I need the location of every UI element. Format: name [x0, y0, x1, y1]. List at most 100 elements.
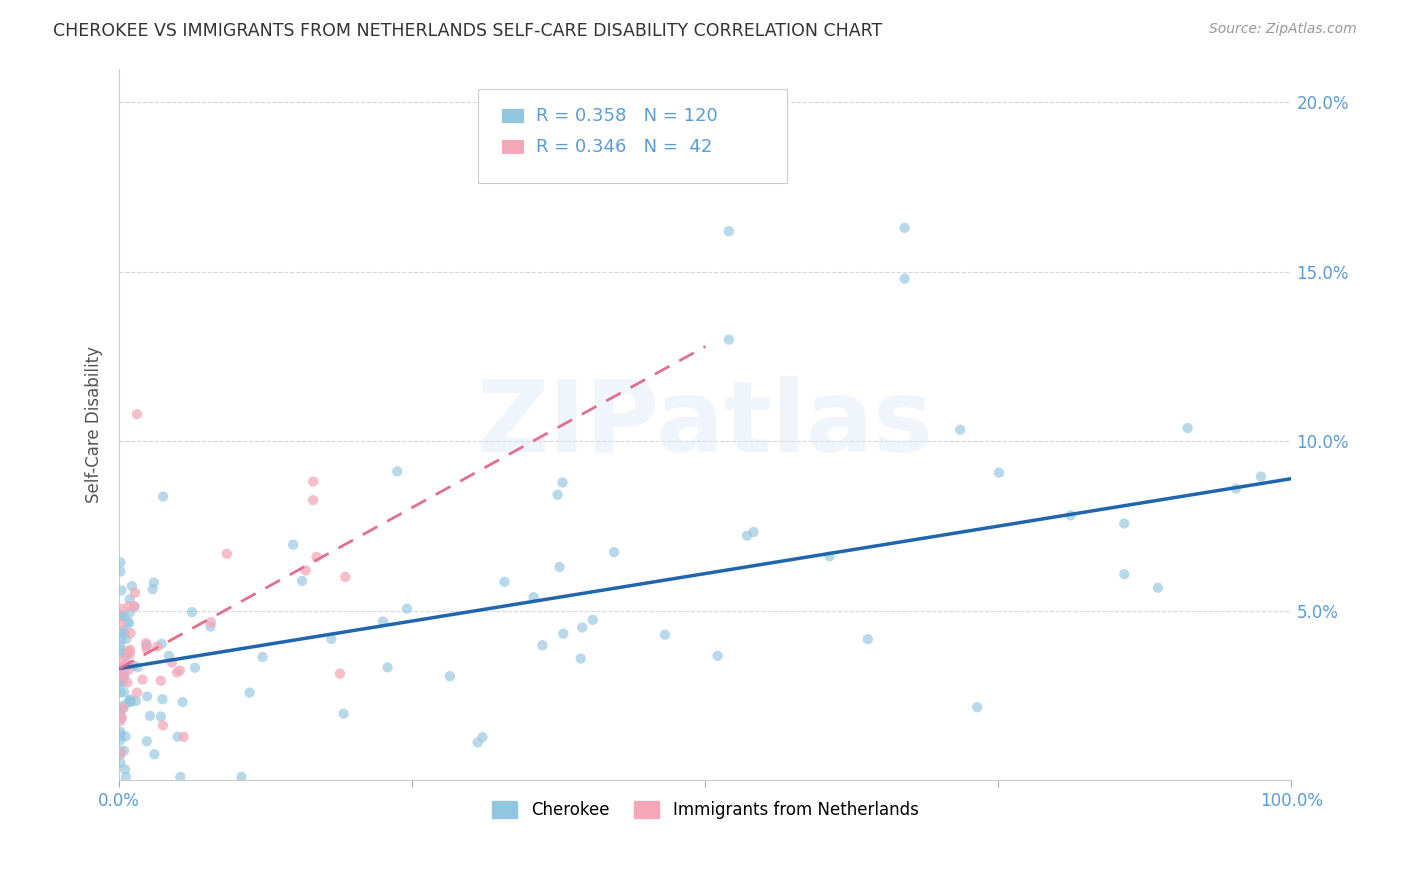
Point: [110, 660, 132, 674]
Point: [111, 666, 134, 681]
Point: [1114, 516, 1136, 531]
Point: [112, 624, 135, 638]
Point: [553, 627, 575, 641]
Point: [110, 746, 132, 760]
Point: [111, 671, 134, 685]
Point: [987, 466, 1010, 480]
Point: [239, 685, 262, 699]
Point: [114, 763, 136, 777]
Point: [547, 488, 569, 502]
Point: [1250, 469, 1272, 483]
Point: [893, 220, 915, 235]
Point: [135, 641, 157, 656]
Point: [387, 464, 409, 478]
Point: [111, 664, 134, 678]
Point: [110, 728, 132, 742]
Point: [117, 615, 139, 630]
Point: [110, 747, 132, 762]
Point: [118, 606, 141, 620]
Point: [252, 650, 274, 665]
Point: [548, 560, 571, 574]
Point: [1225, 482, 1247, 496]
Point: [118, 615, 141, 630]
Point: [115, 648, 138, 662]
Point: [160, 656, 183, 670]
Point: [332, 706, 354, 721]
Point: [110, 583, 132, 598]
Point: [114, 730, 136, 744]
Point: [112, 685, 135, 699]
Point: [110, 733, 132, 747]
Point: [735, 529, 758, 543]
Point: [135, 640, 157, 654]
Point: [110, 744, 132, 758]
Point: [152, 490, 174, 504]
Point: [110, 639, 132, 653]
Point: [125, 694, 148, 708]
Point: [439, 669, 461, 683]
Point: [118, 592, 141, 607]
Point: [173, 730, 195, 744]
Point: [551, 475, 574, 490]
Point: [471, 730, 494, 744]
Point: [181, 605, 204, 619]
Point: [117, 663, 139, 677]
Point: [523, 590, 546, 604]
Point: [150, 692, 173, 706]
Point: [111, 653, 134, 667]
Point: [110, 555, 132, 569]
Point: [966, 700, 988, 714]
Point: [717, 333, 740, 347]
Point: [742, 524, 765, 539]
Point: [118, 657, 141, 672]
Point: [371, 615, 394, 629]
Point: [110, 646, 132, 660]
Point: [122, 599, 145, 614]
Point: [110, 665, 132, 680]
Point: [166, 665, 188, 680]
Point: [149, 709, 172, 723]
Point: [125, 685, 148, 699]
Point: [142, 575, 165, 590]
Text: ZIPatlas: ZIPatlas: [477, 376, 934, 473]
Point: [856, 632, 879, 647]
Point: [184, 661, 207, 675]
Point: [118, 647, 141, 661]
Point: [603, 545, 626, 559]
Point: [117, 599, 139, 614]
Point: [335, 570, 357, 584]
Point: [114, 626, 136, 640]
Point: [120, 692, 142, 706]
Point: [146, 640, 169, 654]
Point: [112, 674, 135, 689]
Point: [200, 619, 222, 633]
Point: [111, 710, 134, 724]
Point: [124, 585, 146, 599]
Point: [166, 730, 188, 744]
Point: [169, 770, 191, 784]
Point: [231, 770, 253, 784]
Point: [117, 675, 139, 690]
Text: R = 0.358   N = 120: R = 0.358 N = 120: [536, 107, 717, 125]
Point: [135, 734, 157, 748]
Point: [115, 632, 138, 646]
Point: [110, 626, 132, 640]
Point: [494, 574, 516, 589]
Point: [893, 271, 915, 285]
Point: [112, 743, 135, 757]
Point: [110, 674, 132, 689]
Point: [125, 407, 148, 421]
Point: [112, 698, 135, 713]
Point: [135, 636, 157, 650]
Legend: Cherokee, Immigrants from Netherlands: Cherokee, Immigrants from Netherlands: [485, 794, 925, 825]
Point: [1177, 421, 1199, 435]
Point: [110, 616, 132, 631]
Point: [110, 601, 132, 615]
Point: [150, 637, 173, 651]
Point: [717, 224, 740, 238]
Point: [131, 673, 153, 687]
Point: [112, 701, 135, 715]
Point: [1059, 508, 1081, 523]
Point: [120, 643, 142, 657]
Point: [110, 607, 132, 622]
